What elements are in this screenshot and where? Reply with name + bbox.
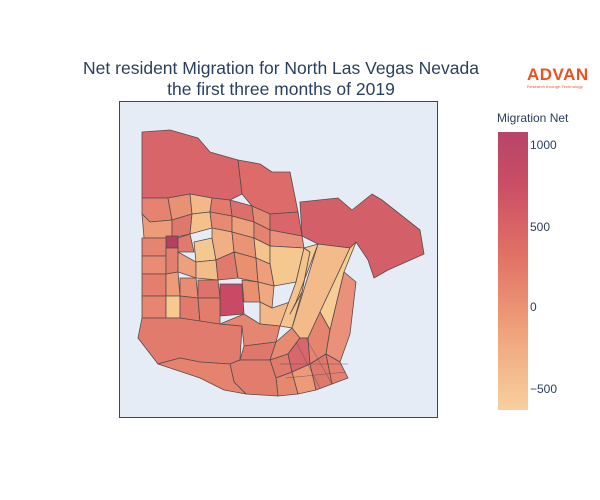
colorbar-tick-1000: 1000	[530, 138, 557, 152]
tract	[177, 251, 197, 279]
tract	[219, 283, 245, 317]
tract	[141, 255, 167, 275]
tract	[269, 245, 305, 287]
colorbar-gradient	[498, 132, 528, 410]
advan-logo: ADVAN Research through Technology	[527, 65, 597, 90]
tract	[195, 259, 219, 281]
colorbar-tick-neg500: −500	[530, 382, 558, 396]
chart-title-line1: Net resident Migration for North Las Veg…	[83, 58, 479, 78]
chart-title: Net resident Migration for North Las Veg…	[0, 58, 562, 100]
tract	[189, 211, 213, 235]
tract	[325, 353, 349, 385]
tract	[189, 193, 213, 215]
logo-wordmark: ADVAN	[527, 65, 589, 84]
map-plot-area[interactable]	[119, 101, 438, 418]
tract	[177, 233, 195, 253]
tract	[165, 271, 181, 297]
tract	[165, 295, 181, 319]
tract	[141, 237, 167, 257]
tract	[141, 129, 243, 201]
tract	[157, 357, 247, 395]
tract	[165, 247, 179, 275]
chart-title-line2: the first three months of 2019	[167, 79, 395, 99]
choropleth-map	[137, 129, 425, 397]
tract	[197, 297, 221, 325]
tract	[165, 235, 179, 249]
colorbar-tick-500: 500	[530, 220, 551, 234]
tract	[141, 273, 167, 297]
colorbar-title: Migration Net	[497, 111, 569, 125]
colorbar-tick-0: 0	[530, 300, 537, 314]
tract	[197, 279, 221, 299]
tract	[141, 295, 167, 319]
logo-tagline: Research through Technology	[527, 84, 583, 89]
tract	[241, 279, 261, 303]
tract	[179, 277, 199, 299]
tract	[219, 313, 281, 347]
